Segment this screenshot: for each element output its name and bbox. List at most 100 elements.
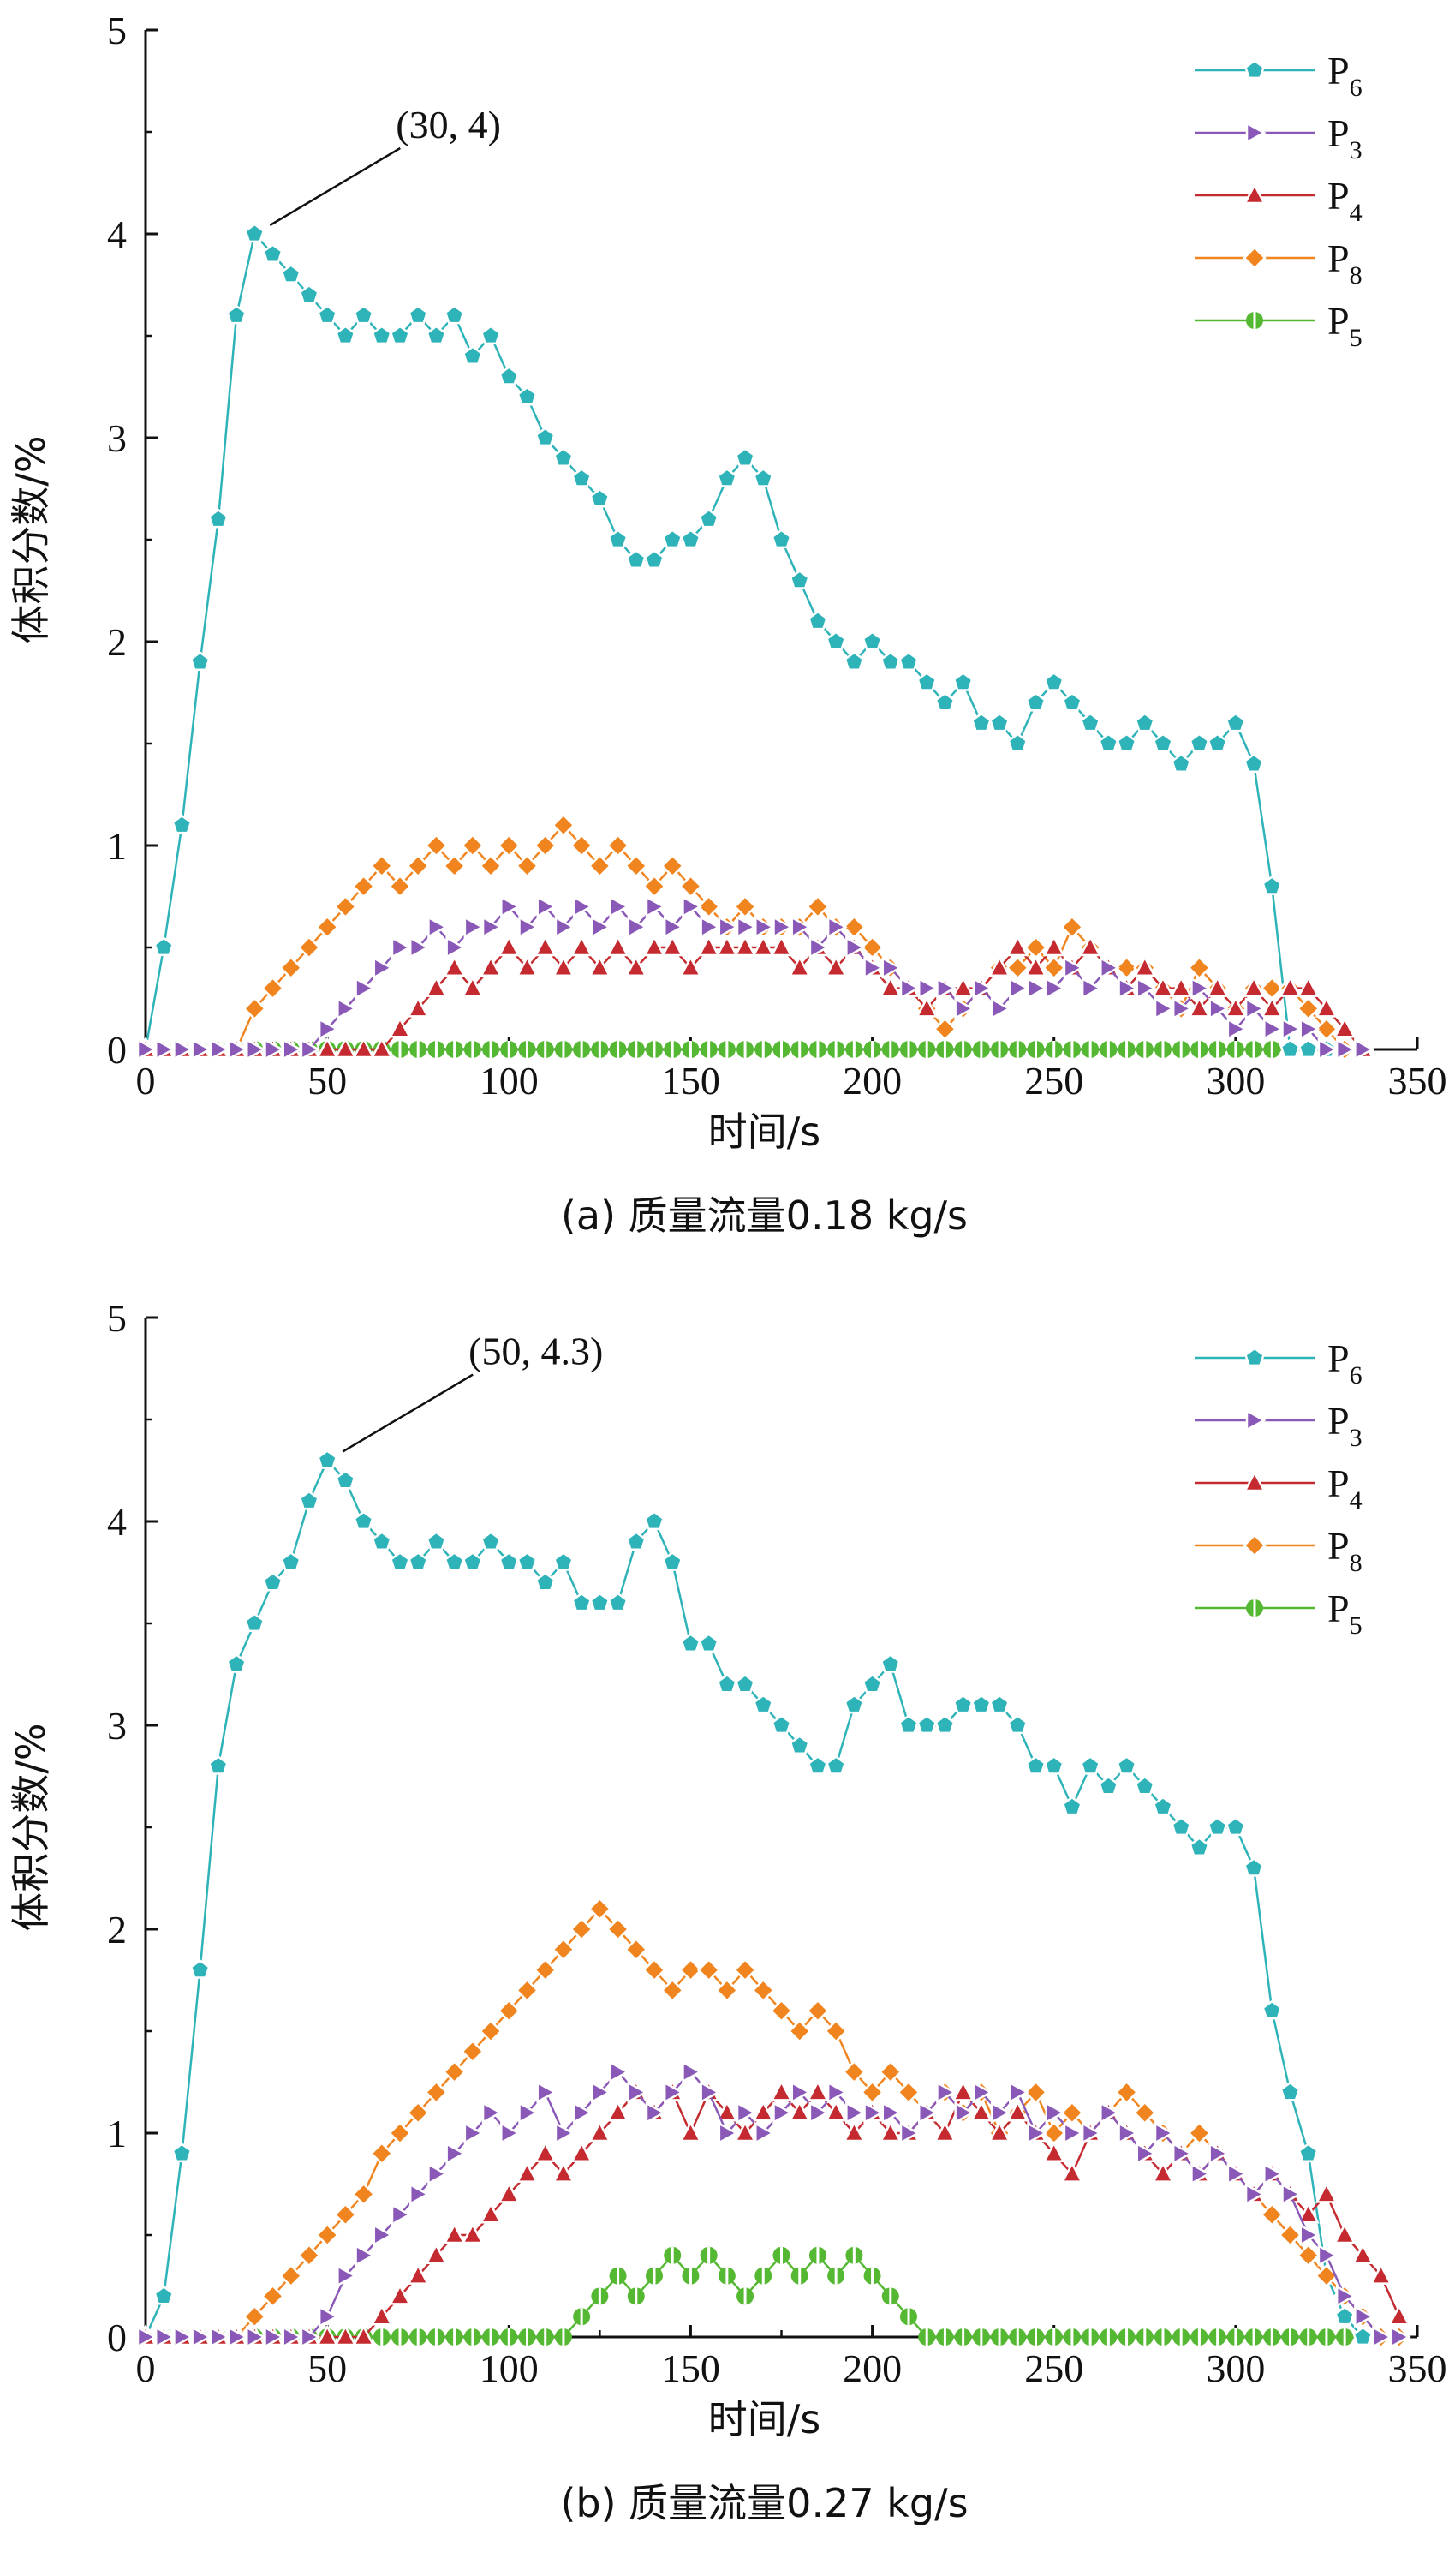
data-point-P8	[297, 2244, 321, 2268]
data-point-P4	[770, 2079, 793, 2101]
data-point-P6	[1189, 1837, 1210, 1856]
data-point-P5	[718, 1041, 736, 1058]
axes: 0 50 100 150 200 250 300 350 0 1 2 3 4 5	[107, 1296, 1447, 2390]
data-point-P3	[1009, 2081, 1029, 2104]
series-P6	[135, 1449, 1410, 2346]
data-point-P4	[425, 2243, 448, 2265]
x-tick-label: 200	[843, 1059, 902, 1103]
data-point-P8	[1260, 2202, 1285, 2226]
legend-label: P4	[1327, 1461, 1363, 1515]
data-point-P4	[1261, 995, 1284, 1018]
data-point-P8	[1005, 956, 1030, 980]
legend-label: P8	[1327, 236, 1363, 290]
data-point-P8	[260, 976, 285, 1001]
data-point-P8	[569, 1917, 593, 1941]
y-tick-label: 0	[107, 1028, 127, 1072]
data-point-P6	[1171, 753, 1192, 773]
data-point-P5	[1190, 2328, 1208, 2346]
data-point-P8	[497, 834, 522, 858]
data-point-P3	[972, 2081, 993, 2104]
data-point-P3	[591, 2081, 611, 2104]
data-point-P8	[660, 1978, 684, 2003]
data-point-P3	[391, 2203, 412, 2226]
data-point-P6	[589, 1592, 611, 1612]
figure-caption: (a) 质量流量0.18 kg/s	[561, 1192, 968, 1239]
data-point-P5	[391, 2328, 408, 2346]
data-point-P4	[388, 1016, 412, 1038]
data-point-P5	[1100, 1041, 1118, 1058]
data-point-P6	[189, 1959, 211, 1979]
data-point-P6	[1153, 1796, 1173, 1816]
legend-marker-P8	[1243, 1533, 1267, 1557]
data-point-P5	[991, 1041, 1009, 1058]
data-point-P4	[570, 935, 593, 957]
data-point-P3	[790, 2081, 812, 2104]
data-point-P5	[863, 1041, 881, 1058]
data-point-P8	[624, 854, 648, 878]
y-tick-label: 5	[107, 9, 127, 52]
data-point-P3	[1136, 977, 1157, 1000]
data-point-P3	[1208, 997, 1230, 1020]
data-point-P4	[1170, 975, 1193, 997]
data-point-P8	[806, 894, 830, 919]
data-point-P5	[700, 2246, 718, 2264]
data-point-P8	[461, 2040, 485, 2064]
data-point-P5	[1336, 2328, 1354, 2346]
data-point-P3	[1081, 977, 1102, 1000]
data-point-P5	[536, 1041, 554, 1058]
data-point-P4	[425, 975, 448, 997]
data-point-P4	[1333, 2222, 1357, 2244]
data-point-P4	[388, 2283, 412, 2305]
data-point-P5	[409, 1041, 427, 1058]
data-point-P5	[736, 1041, 754, 1058]
data-point-P3	[481, 2101, 503, 2125]
data-point-P5	[409, 2328, 427, 2346]
data-point-P6	[299, 284, 319, 304]
data-point-P5	[1136, 1041, 1154, 1058]
data-point-P4	[879, 2120, 902, 2143]
data-point-P4	[661, 935, 684, 957]
data-point-P3	[954, 2101, 975, 2125]
y-tick-label: 2	[107, 1908, 127, 1951]
data-point-P3	[1299, 1018, 1321, 1041]
data-point-P3	[300, 2325, 321, 2349]
figure-caption: (b) 质量流量0.27 kg/s	[560, 2480, 968, 2526]
data-point-P4	[588, 2120, 611, 2143]
data-point-P6	[353, 1510, 374, 1531]
data-point-P4	[825, 955, 848, 977]
data-point-P3	[337, 2264, 357, 2287]
data-point-P4	[316, 2324, 339, 2346]
data-point-P6	[153, 936, 175, 957]
data-point-P3	[1317, 2244, 1339, 2267]
data-point-P6	[1297, 2143, 1319, 2162]
data-point-P8	[715, 1978, 739, 2003]
legend-item-P6: P6	[1195, 1336, 1363, 1390]
legend-label: P4	[1327, 174, 1363, 227]
data-point-P5	[591, 2287, 609, 2305]
data-point-P5	[1226, 2328, 1244, 2346]
data-point-P6	[680, 529, 701, 549]
data-point-P4	[734, 935, 757, 957]
data-point-P3	[1317, 1037, 1339, 1061]
x-tick-label: 150	[661, 2346, 720, 2390]
data-point-P6	[808, 610, 828, 631]
data-point-P8	[587, 1897, 612, 1921]
data-point-P4	[1243, 975, 1266, 997]
data-point-P5	[1317, 2328, 1335, 2346]
data-point-P4	[825, 2100, 848, 2122]
data-point-P6	[1225, 1816, 1246, 1837]
legend-marker-P6	[1244, 59, 1265, 80]
data-point-P3	[264, 2325, 285, 2349]
data-point-P6	[1025, 691, 1047, 712]
legend-item-P6: P6	[1195, 49, 1363, 102]
data-point-P3	[373, 2223, 394, 2247]
data-point-P3	[518, 2101, 540, 2125]
data-point-P6	[1261, 876, 1283, 895]
data-point-P4	[624, 955, 647, 977]
data-point-P6	[1207, 1816, 1228, 1837]
data-point-P3	[264, 1037, 285, 1061]
data-point-P8	[278, 2263, 303, 2288]
data-point-P8	[552, 1938, 575, 1962]
data-point-P8	[533, 1957, 558, 1982]
data-point-P6	[1116, 732, 1137, 753]
